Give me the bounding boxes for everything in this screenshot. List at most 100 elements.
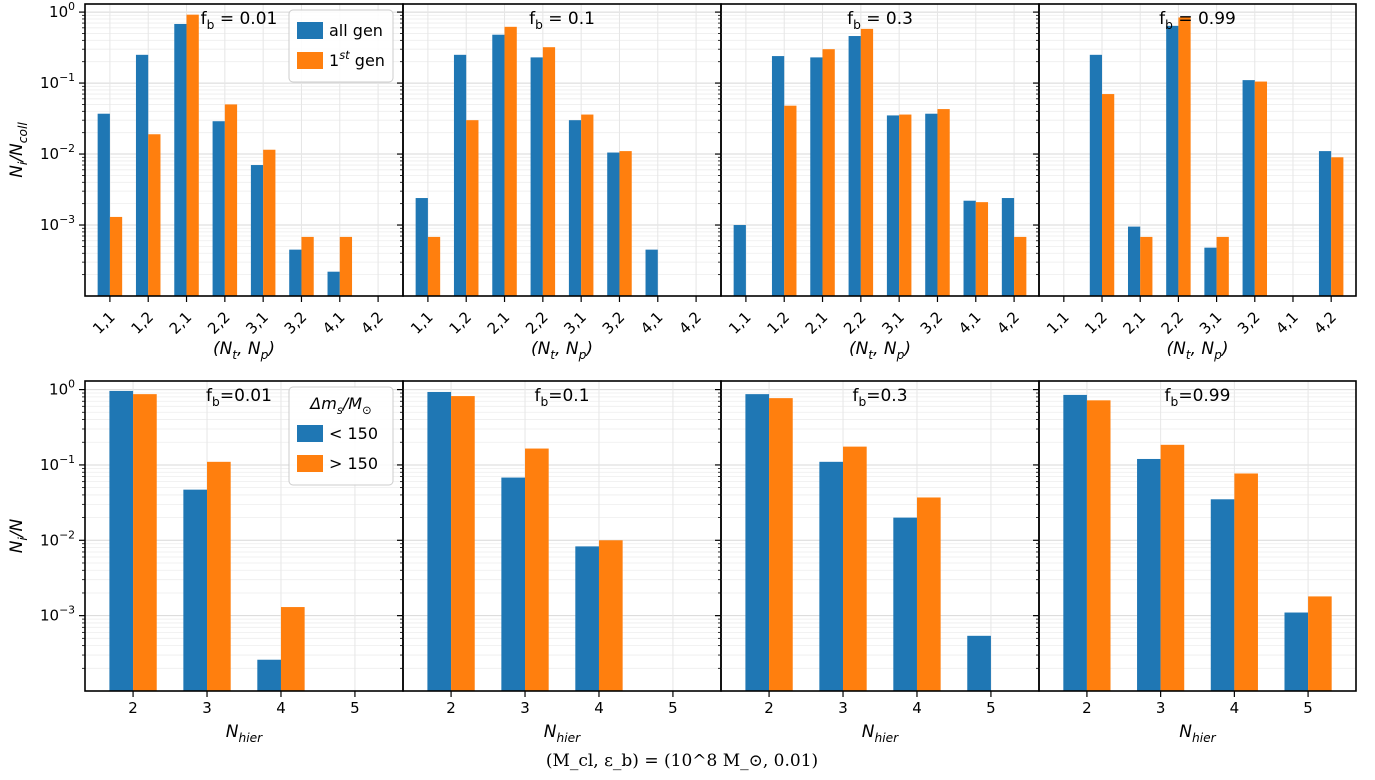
bar-series1: [250, 165, 264, 296]
legend-title: Δms/M⊙: [308, 394, 371, 417]
panel-title: fb=0.1: [534, 386, 589, 409]
bar-series1: [1063, 394, 1087, 691]
legend-swatch: [297, 425, 323, 442]
x-tick-label: 1,1: [725, 308, 755, 338]
bar-series2: [1102, 94, 1115, 296]
bar-series1: [1166, 25, 1179, 296]
panel-title: fb = 0.3: [847, 9, 913, 32]
bar-series2: [1216, 236, 1229, 296]
bar-series2: [1234, 473, 1258, 691]
bar-series1: [1284, 612, 1309, 691]
bar-series1: [427, 391, 452, 691]
x-tick-label: 4,1: [637, 308, 667, 338]
x-tick-label: 3,2: [599, 308, 629, 338]
x-axis-label: (Nt, Np): [1166, 339, 1228, 362]
bar-series1: [568, 120, 582, 297]
figure-caption: (M_cl, ε_b) = (10^8 M_⊙, 0.01): [546, 751, 818, 771]
bar-series1: [1001, 198, 1015, 296]
bar-series1: [819, 461, 844, 691]
x-tick-label: 4,1: [1272, 308, 1302, 338]
x-tick-label: 1,2: [763, 308, 793, 338]
bar-series2: [1086, 400, 1111, 691]
y-tick-label: 100: [49, 0, 75, 21]
x-tick-label: 1,2: [127, 308, 157, 338]
y-tick-label: 10−1: [40, 453, 75, 474]
y-tick-label: 10−2: [40, 142, 75, 163]
legend-label: 1st gen: [329, 48, 385, 70]
chart-panel-bottom-2: 2 3 4 5 Nhier fb=0.1: [397, 380, 722, 745]
legend-swatch: [297, 52, 323, 69]
bar-series1: [645, 249, 658, 296]
x-tick-label: 3,1: [878, 308, 908, 338]
bar-series1: [415, 198, 428, 296]
chart-panel-top-3: 1,1 1,2 2,1 2,2 3,1 3,2 4,1 4,2 (Nt, Np) fb = 0.3: [715, 3, 1040, 362]
x-tick-label: 3,2: [1234, 308, 1264, 338]
x-tick-label: 4: [276, 699, 286, 717]
x-tick-label: 3: [202, 699, 212, 717]
chart-panel-bottom-4: 2 3 4 5 Nhier fb=0.99: [1033, 380, 1357, 745]
x-tick-label: 3,1: [560, 308, 590, 338]
bar-series1: [1318, 151, 1332, 296]
bar-series1: [893, 517, 917, 691]
y-tick-label: 10−1: [40, 71, 75, 92]
x-axis-label: Nhier: [226, 722, 263, 745]
chart-panel-bottom-3: 2 3 4 5 Nhier fb=0.3: [715, 380, 1040, 745]
chart-panel-bottom-1: 2 3 4 5 Nhier 10−3 10−2 10−1 100 Ni/N fb=0.01 Δms/M…: [7, 378, 404, 745]
x-tick-label: 4: [594, 699, 604, 717]
x-tick-label: 5: [668, 699, 678, 717]
x-tick-label: 1,1: [89, 308, 119, 338]
bar-series2: [843, 446, 867, 691]
legend-swatch: [297, 22, 323, 39]
bar-series1: [848, 36, 861, 297]
x-tick-label: 3,2: [917, 308, 947, 338]
x-tick-label: 2,1: [1119, 308, 1149, 338]
bar-series1: [97, 113, 110, 297]
y-tick-label: 10−3: [40, 604, 75, 625]
bar-series1: [967, 635, 991, 691]
bar-series2: [937, 109, 950, 297]
bar-series1: [135, 54, 149, 297]
bar-series1: [109, 390, 134, 691]
bar-series2: [1140, 236, 1153, 296]
chart-panel-top-1: 1,1 1,2 2,1 2,2 3,1 3,2 4,1 4,2 (Nt, Np) 10−3 10−2…: [7, 0, 404, 362]
chart-panel-top-2: 1,1 1,2 2,1 2,2 3,1 3,2 4,1 4,2 (Nt, Np) fb = 0.1: [397, 3, 722, 362]
bar-series2: [339, 236, 353, 296]
panels: 1,1 1,2 2,1 2,2 3,1 3,2 4,1 4,2 (Nt, Np) 10−3 10−2…: [7, 0, 1357, 745]
bar-series1: [183, 489, 208, 691]
x-tick-label: 1,2: [445, 308, 475, 338]
x-tick-label: 3: [838, 699, 848, 717]
bar-series2: [148, 134, 161, 296]
x-tick-label: 5: [986, 699, 996, 717]
x-tick-label: 5: [350, 699, 360, 717]
bar-series1: [327, 271, 340, 296]
x-tick-label: 2: [1082, 699, 1092, 717]
x-tick-label: 1,1: [407, 308, 437, 338]
bar-series2: [427, 236, 441, 296]
x-tick-label: 2: [446, 699, 456, 717]
x-tick-label: 4,2: [675, 308, 705, 338]
bar-series2: [525, 448, 549, 691]
bar-series2: [466, 120, 479, 297]
bar-series1: [212, 121, 225, 296]
x-tick-label: 3,2: [281, 308, 311, 338]
x-tick-label: 4,2: [993, 308, 1023, 338]
bar-series2: [860, 28, 874, 296]
x-tick-label: 3: [1156, 699, 1166, 717]
bar-series2: [581, 114, 594, 296]
bar-series1: [963, 200, 976, 296]
panel-title: fb=0.3: [852, 386, 907, 409]
x-axis-label: (Nt, Np): [531, 339, 593, 362]
x-axis-label: Nhier: [1179, 722, 1216, 745]
x-tick-label: 1,1: [1043, 308, 1073, 338]
x-tick-label: 4,2: [1310, 308, 1340, 338]
legend-label: < 150: [329, 424, 378, 443]
bar-series2: [280, 607, 305, 691]
x-axis-label: Nhier: [544, 722, 581, 745]
panel-title: fb=0.01: [206, 386, 272, 409]
bar-series2: [133, 394, 157, 691]
axes-frame: [1038, 3, 1357, 297]
legend-label: > 150: [329, 454, 378, 473]
x-tick-label: 2,2: [840, 308, 870, 338]
bar-series2: [598, 540, 623, 691]
